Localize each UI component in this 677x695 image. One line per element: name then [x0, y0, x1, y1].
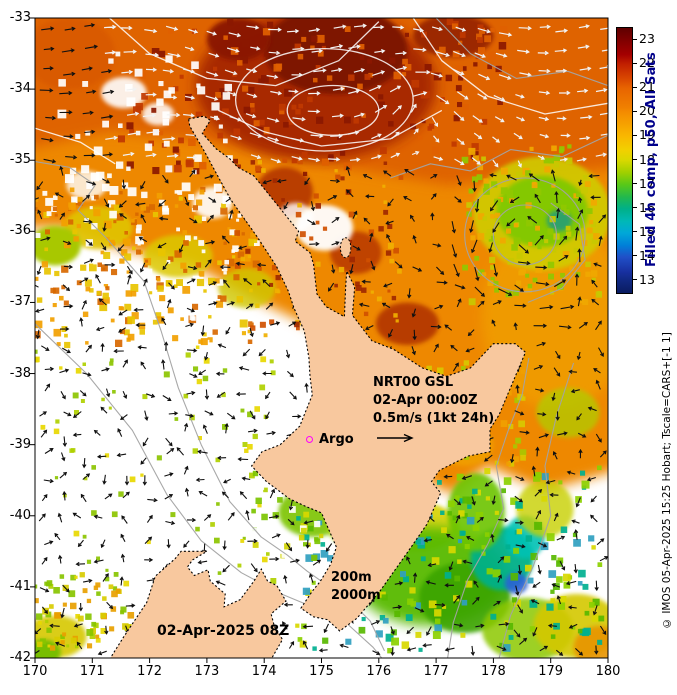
timestamp-label: 02-Apr-2025 08Z [157, 623, 290, 639]
y-tick-label: -40 [9, 507, 31, 523]
x-tick-label: 176 [366, 664, 392, 679]
land-island [339, 237, 352, 259]
x-tick-label: 173 [194, 664, 220, 679]
depth-label-2000m: 2000m [331, 588, 381, 603]
annotation-nrt: NRT00 GSL 02-Apr 00:00Z 0.5m/s (1kt 24h) [373, 374, 494, 444]
arrows-black [35, 23, 608, 657]
argo-marker [306, 436, 313, 443]
x-tick-label: 175 [309, 664, 334, 679]
current-arrows-layer [35, 23, 608, 657]
land-south-island [109, 550, 287, 658]
x-tick-label: 174 [251, 664, 277, 679]
colorbar-title: Filled 4h comp, p50, All Sats [644, 52, 659, 268]
map-area [35, 18, 608, 658]
depth-label-200m: 200m [331, 570, 372, 585]
velocity-scale-arrow-icon [377, 433, 414, 443]
credit-text: © IMOS 05-Apr-2025 15:25 Hobart; Tscale=… [661, 332, 673, 629]
y-tick-label: -38 [9, 365, 31, 381]
x-tick-label: 179 [538, 664, 564, 679]
land-north-island [187, 115, 527, 632]
x-tick-label: 180 [595, 664, 621, 679]
y-tick-label: -42 [9, 650, 31, 665]
y-tick-label: -33 [9, 10, 31, 25]
land-layer [109, 115, 527, 658]
y-tick-label: -37 [9, 294, 31, 310]
x-tick-label: 178 [480, 664, 506, 679]
x-tick-label: 172 [137, 664, 162, 679]
y-tick-label: -35 [9, 152, 31, 168]
y-tick-label: -41 [9, 578, 31, 594]
y-tick-label: -34 [9, 81, 31, 97]
x-tick-label: 177 [423, 664, 449, 679]
axis-ticks [30, 17, 609, 663]
nrt-product-label: NRT00 GSL [373, 375, 454, 390]
x-tick-label: 171 [79, 664, 105, 679]
nrt-scale-label: 0.5m/s (1kt 24h) [373, 411, 495, 426]
nrt-datetime-label: 02-Apr 00:00Z [373, 393, 478, 408]
y-tick-label: -39 [9, 436, 31, 452]
colorbar [616, 27, 633, 294]
argo-label: Argo [319, 432, 354, 447]
y-tick-label: -36 [9, 223, 31, 239]
arrows-white [104, 23, 608, 168]
x-tick-label: 170 [22, 664, 48, 679]
